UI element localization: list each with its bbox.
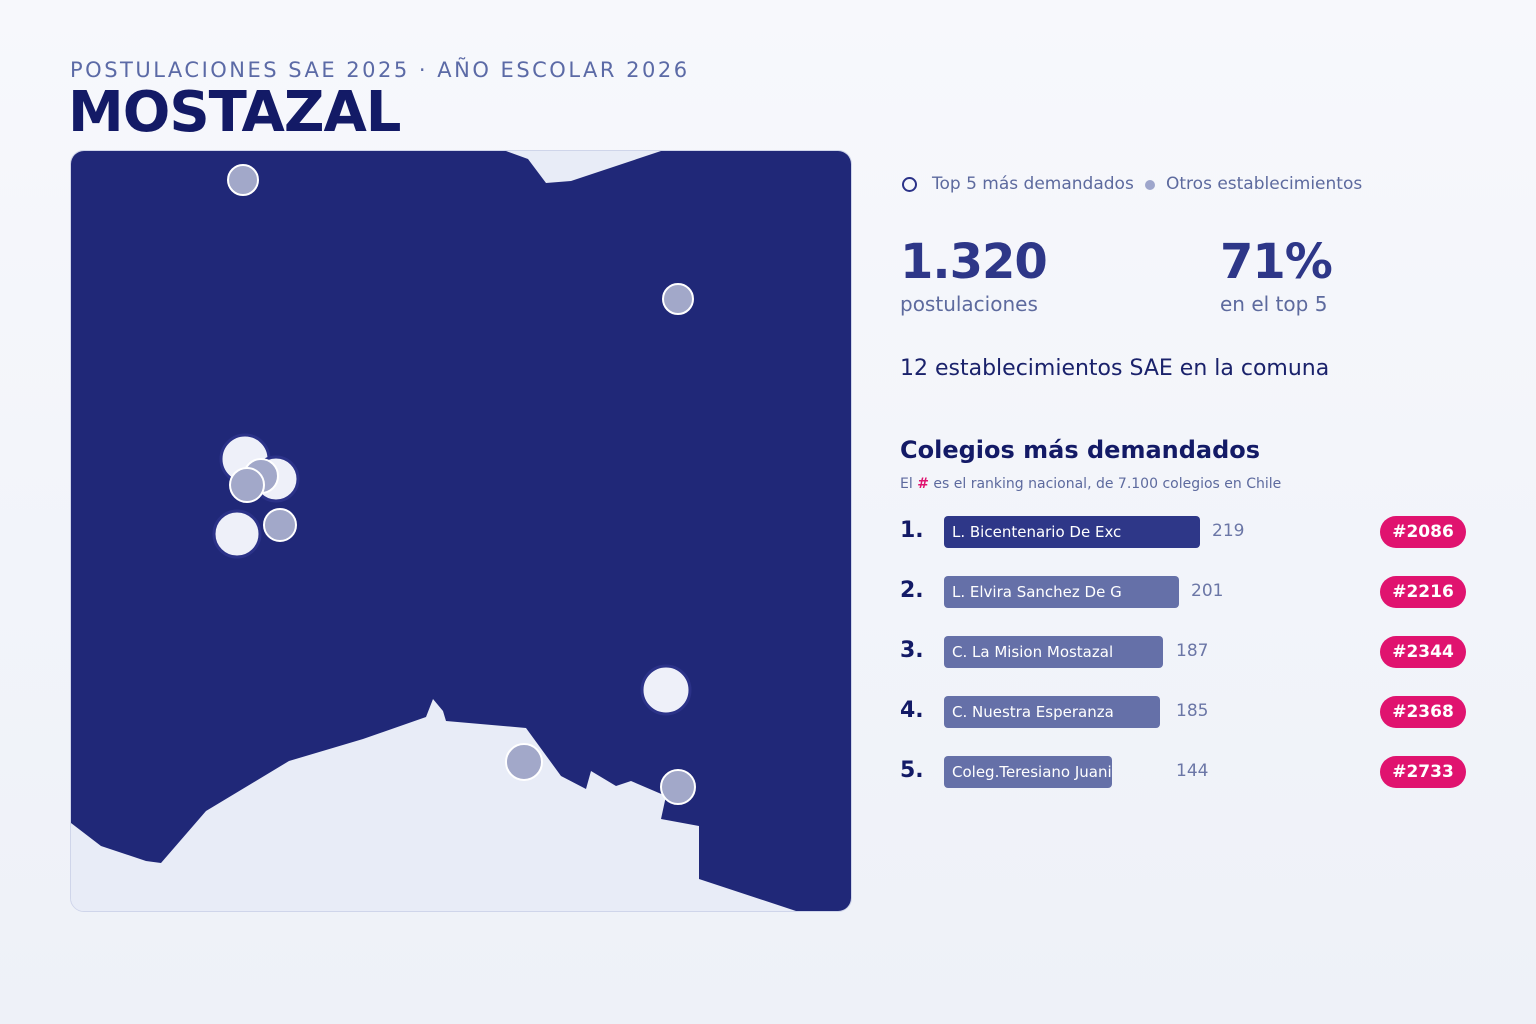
others-legend-dot-icon [1145, 180, 1155, 190]
other-school-marker[interactable] [229, 467, 265, 503]
ranking-count: 187 [1176, 641, 1209, 661]
top5-share-value: 71% [1220, 234, 1333, 290]
ranking-count: 201 [1191, 581, 1224, 601]
top5-school-marker[interactable] [212, 509, 262, 559]
ranking-position: 1. [900, 518, 924, 543]
others-legend-label: Otros establecimientos [1166, 174, 1363, 194]
other-school-marker[interactable] [660, 769, 696, 805]
applications-label: postulaciones [900, 292, 1038, 316]
map-svg [71, 151, 851, 911]
commune-map[interactable] [70, 150, 852, 912]
ranking-bar: C. Nuestra Esperanza [944, 696, 1160, 728]
ranking-title: Colegios más demandados [900, 436, 1261, 464]
national-rank-badge: #2733 [1380, 756, 1466, 788]
top5-school-marker[interactable] [505, 743, 543, 781]
ranking-bar: L. Bicentenario De Exc [944, 516, 1200, 548]
top5-share-label: en el top 5 [1220, 292, 1328, 316]
ranking-bar: L. Elvira Sanchez De G [944, 576, 1179, 608]
ranking-bar: C. La Mision Mostazal [944, 636, 1163, 668]
school-markers [212, 164, 696, 805]
ranking-subtitle-prefix: El [900, 476, 913, 492]
ranking-bar: Coleg.Teresiano Juani [944, 756, 1112, 788]
ranking-row[interactable]: 1. L. Bicentenario De Exc 219 #2086 [900, 515, 1470, 549]
ranking-row[interactable]: 3. C. La Mision Mostazal 187 #2344 [900, 635, 1470, 669]
ranking-count: 185 [1176, 701, 1209, 721]
ranking-position: 4. [900, 698, 924, 723]
supertitle: POSTULACIONES SAE 2025 · AÑO ESCOLAR 202… [70, 58, 690, 82]
page-title: MOSTAZAL [68, 80, 401, 145]
other-school-marker[interactable] [227, 164, 259, 196]
national-rank-badge: #2368 [1380, 696, 1466, 728]
ranking-row[interactable]: 5. Coleg.Teresiano Juani 144 #2733 [900, 755, 1470, 789]
ranking-count: 144 [1176, 761, 1209, 781]
ranking-subtitle-hash: # [917, 476, 929, 492]
ranking-count: 219 [1212, 521, 1245, 541]
top5-legend-label: Top 5 más demandados [932, 174, 1134, 194]
applications-value: 1.320 [900, 234, 1048, 290]
commune-area [71, 151, 851, 911]
top5-school-marker[interactable] [640, 664, 692, 716]
ranking-row[interactable]: 2. L. Elvira Sanchez De G 201 #2216 [900, 575, 1470, 609]
ranking-subtitle-suffix: es el ranking nacional, de 7.100 colegio… [933, 476, 1282, 492]
ranking-position: 2. [900, 578, 924, 603]
ranking-subtitle: El # es el ranking nacional, de 7.100 co… [900, 476, 1281, 492]
schools-summary: 12 establecimientos SAE en la comuna [900, 356, 1330, 381]
national-rank-badge: #2344 [1380, 636, 1466, 668]
ranking-position: 3. [900, 638, 924, 663]
ranking-position: 5. [900, 758, 924, 783]
ranking-row[interactable]: 4. C. Nuestra Esperanza 185 #2368 [900, 695, 1470, 729]
top5-legend-ring-icon [902, 177, 917, 192]
other-school-marker[interactable] [263, 508, 297, 542]
national-rank-badge: #2216 [1380, 576, 1466, 608]
national-rank-badge: #2086 [1380, 516, 1466, 548]
other-school-marker[interactable] [662, 283, 694, 315]
